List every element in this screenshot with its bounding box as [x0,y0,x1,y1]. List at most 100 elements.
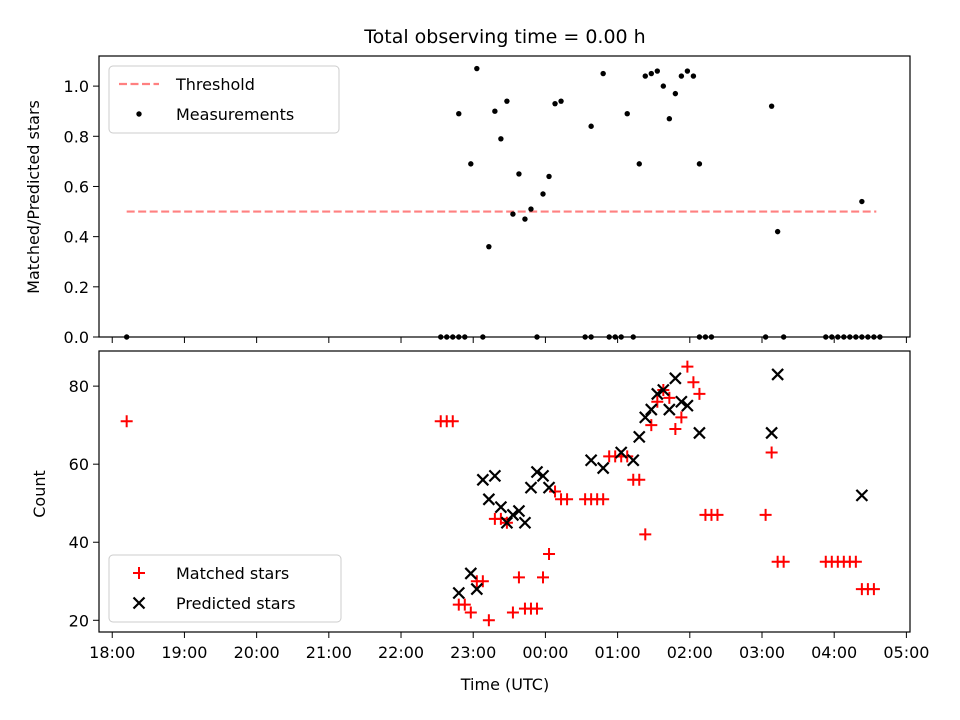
x-axis-label: Time (UTC) [460,675,549,694]
x-tick-label: 02:00 [667,643,713,662]
data-point [777,555,790,568]
data-point [859,198,865,205]
series-predicted-stars [452,368,869,600]
data-point [768,103,775,109]
data-point [681,399,694,412]
data-point [537,571,550,584]
top-y-axis-label: Matched/Predicted stars [24,100,43,294]
data-point [684,68,691,74]
legend-label: Measurements [176,105,294,124]
data-point [657,383,670,397]
data-point [669,372,682,385]
data-point [654,68,661,74]
x-tick-label: 01:00 [595,643,641,662]
data-point [558,98,564,104]
data-point [632,430,646,444]
data-point [626,454,640,467]
data-point [690,73,697,79]
data-point [482,493,496,506]
data-point [468,161,474,167]
data-point [456,111,462,117]
data-point [639,411,652,424]
data-point [458,598,471,611]
data-point [624,111,630,117]
data-point [633,473,646,486]
legend: Threshold Measurements [108,65,340,134]
x-tick-label: 18:00 [89,643,135,662]
x-tick-label: 03:00 [739,643,785,662]
data-point [504,98,510,104]
legend-swatch [136,111,142,117]
data-point [494,512,507,525]
data-point [711,508,724,521]
data-point [693,387,706,400]
legend-label: Matched stars [176,564,289,583]
data-point [642,73,648,79]
data-point [771,368,784,381]
chart-title: Total observing time = 0.00 h [363,26,645,48]
data-point [759,508,772,521]
data-point [486,243,492,250]
data-point [648,70,654,77]
x-tick-label: 21:00 [306,643,352,662]
data-point [518,516,532,529]
x-tick-label: 20:00 [234,643,280,662]
data-point [470,582,484,596]
x-tick-label: 22:00 [378,643,424,662]
y-tick-label: 0.6 [64,177,89,196]
data-point [464,567,478,580]
data-point [516,171,522,177]
data-point [474,65,480,72]
data-point [651,395,664,408]
data-point [510,211,516,217]
data-point [600,70,606,77]
data-point [528,206,534,212]
data-point [678,73,685,79]
x-tick-label: 19:00 [161,643,207,662]
legend-swatch [133,567,145,579]
data-point [597,493,610,506]
data-point [530,465,544,479]
data-point [549,485,562,498]
x-tick-label: 05:00 [883,643,929,662]
x-tick-label: 23:00 [450,643,496,662]
bottom-y-axis-label: Count [30,470,49,518]
data-point [536,469,550,483]
data-point [666,116,673,122]
y-tick-label: 60 [69,455,89,474]
data-point [596,461,610,475]
legend-box [108,65,340,134]
data-point [512,504,526,518]
data-point [543,547,556,560]
data-point [546,173,552,180]
data-point [867,583,880,596]
data-point [494,500,508,514]
data-point [663,391,676,404]
legend-swatch [132,596,146,610]
legend-box [108,554,342,623]
data-point [765,446,778,459]
data-point [765,426,778,440]
data-point [482,614,495,627]
data-point [488,469,502,483]
data-point [492,108,498,114]
plot-frame [98,55,911,338]
data-point [675,411,688,424]
data-point [542,481,556,494]
data-point [687,376,700,389]
data-point [774,228,781,235]
top-panel: 0.0 0.2 0.4 0.6 0.8 1.0 Threshold Measurements [64,55,911,347]
data-point [464,606,477,619]
plot-frame [98,350,911,633]
legend-label: Predicted stars [176,594,296,613]
data-point [506,606,519,619]
data-point [530,602,543,615]
data-point [584,454,598,467]
data-point [696,161,703,167]
data-point [669,423,682,436]
data-point [561,493,574,506]
y-tick-label: 40 [69,533,89,552]
legend: Matched stars Predicted stars [108,554,342,623]
data-point [120,415,133,428]
